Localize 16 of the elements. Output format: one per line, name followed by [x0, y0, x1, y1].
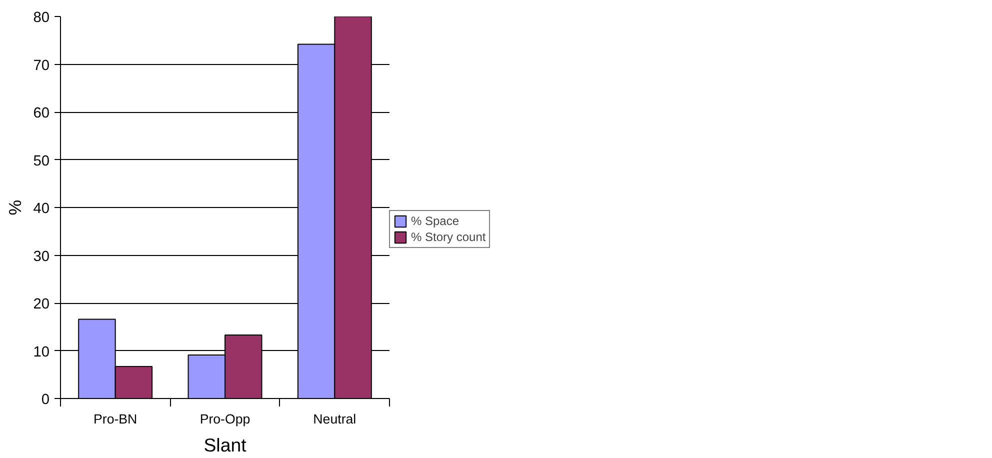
y-tick-label: 80 [33, 10, 50, 26]
y-tick-label: 10 [33, 344, 50, 360]
x-axis-title: Slant [204, 434, 248, 456]
y-tick-label: 40 [33, 201, 50, 217]
x-tick-label: Pro-Opp [200, 412, 250, 426]
legend-label: % Space [411, 214, 460, 228]
y-tick-label: 30 [33, 248, 50, 265]
x-tick-label: Pro-BN [93, 412, 138, 426]
y-tick-label: 70 [33, 58, 50, 74]
y-tick-label: 20 [33, 296, 50, 312]
y-tick-label: 60 [33, 106, 50, 122]
x-tick-label: Neutral [313, 412, 356, 426]
y-axis-title: % [5, 200, 26, 216]
y-tick-label: 50 [33, 153, 50, 170]
y-tick-label: 0 [41, 392, 50, 408]
legend-label: % Story count [411, 230, 486, 244]
